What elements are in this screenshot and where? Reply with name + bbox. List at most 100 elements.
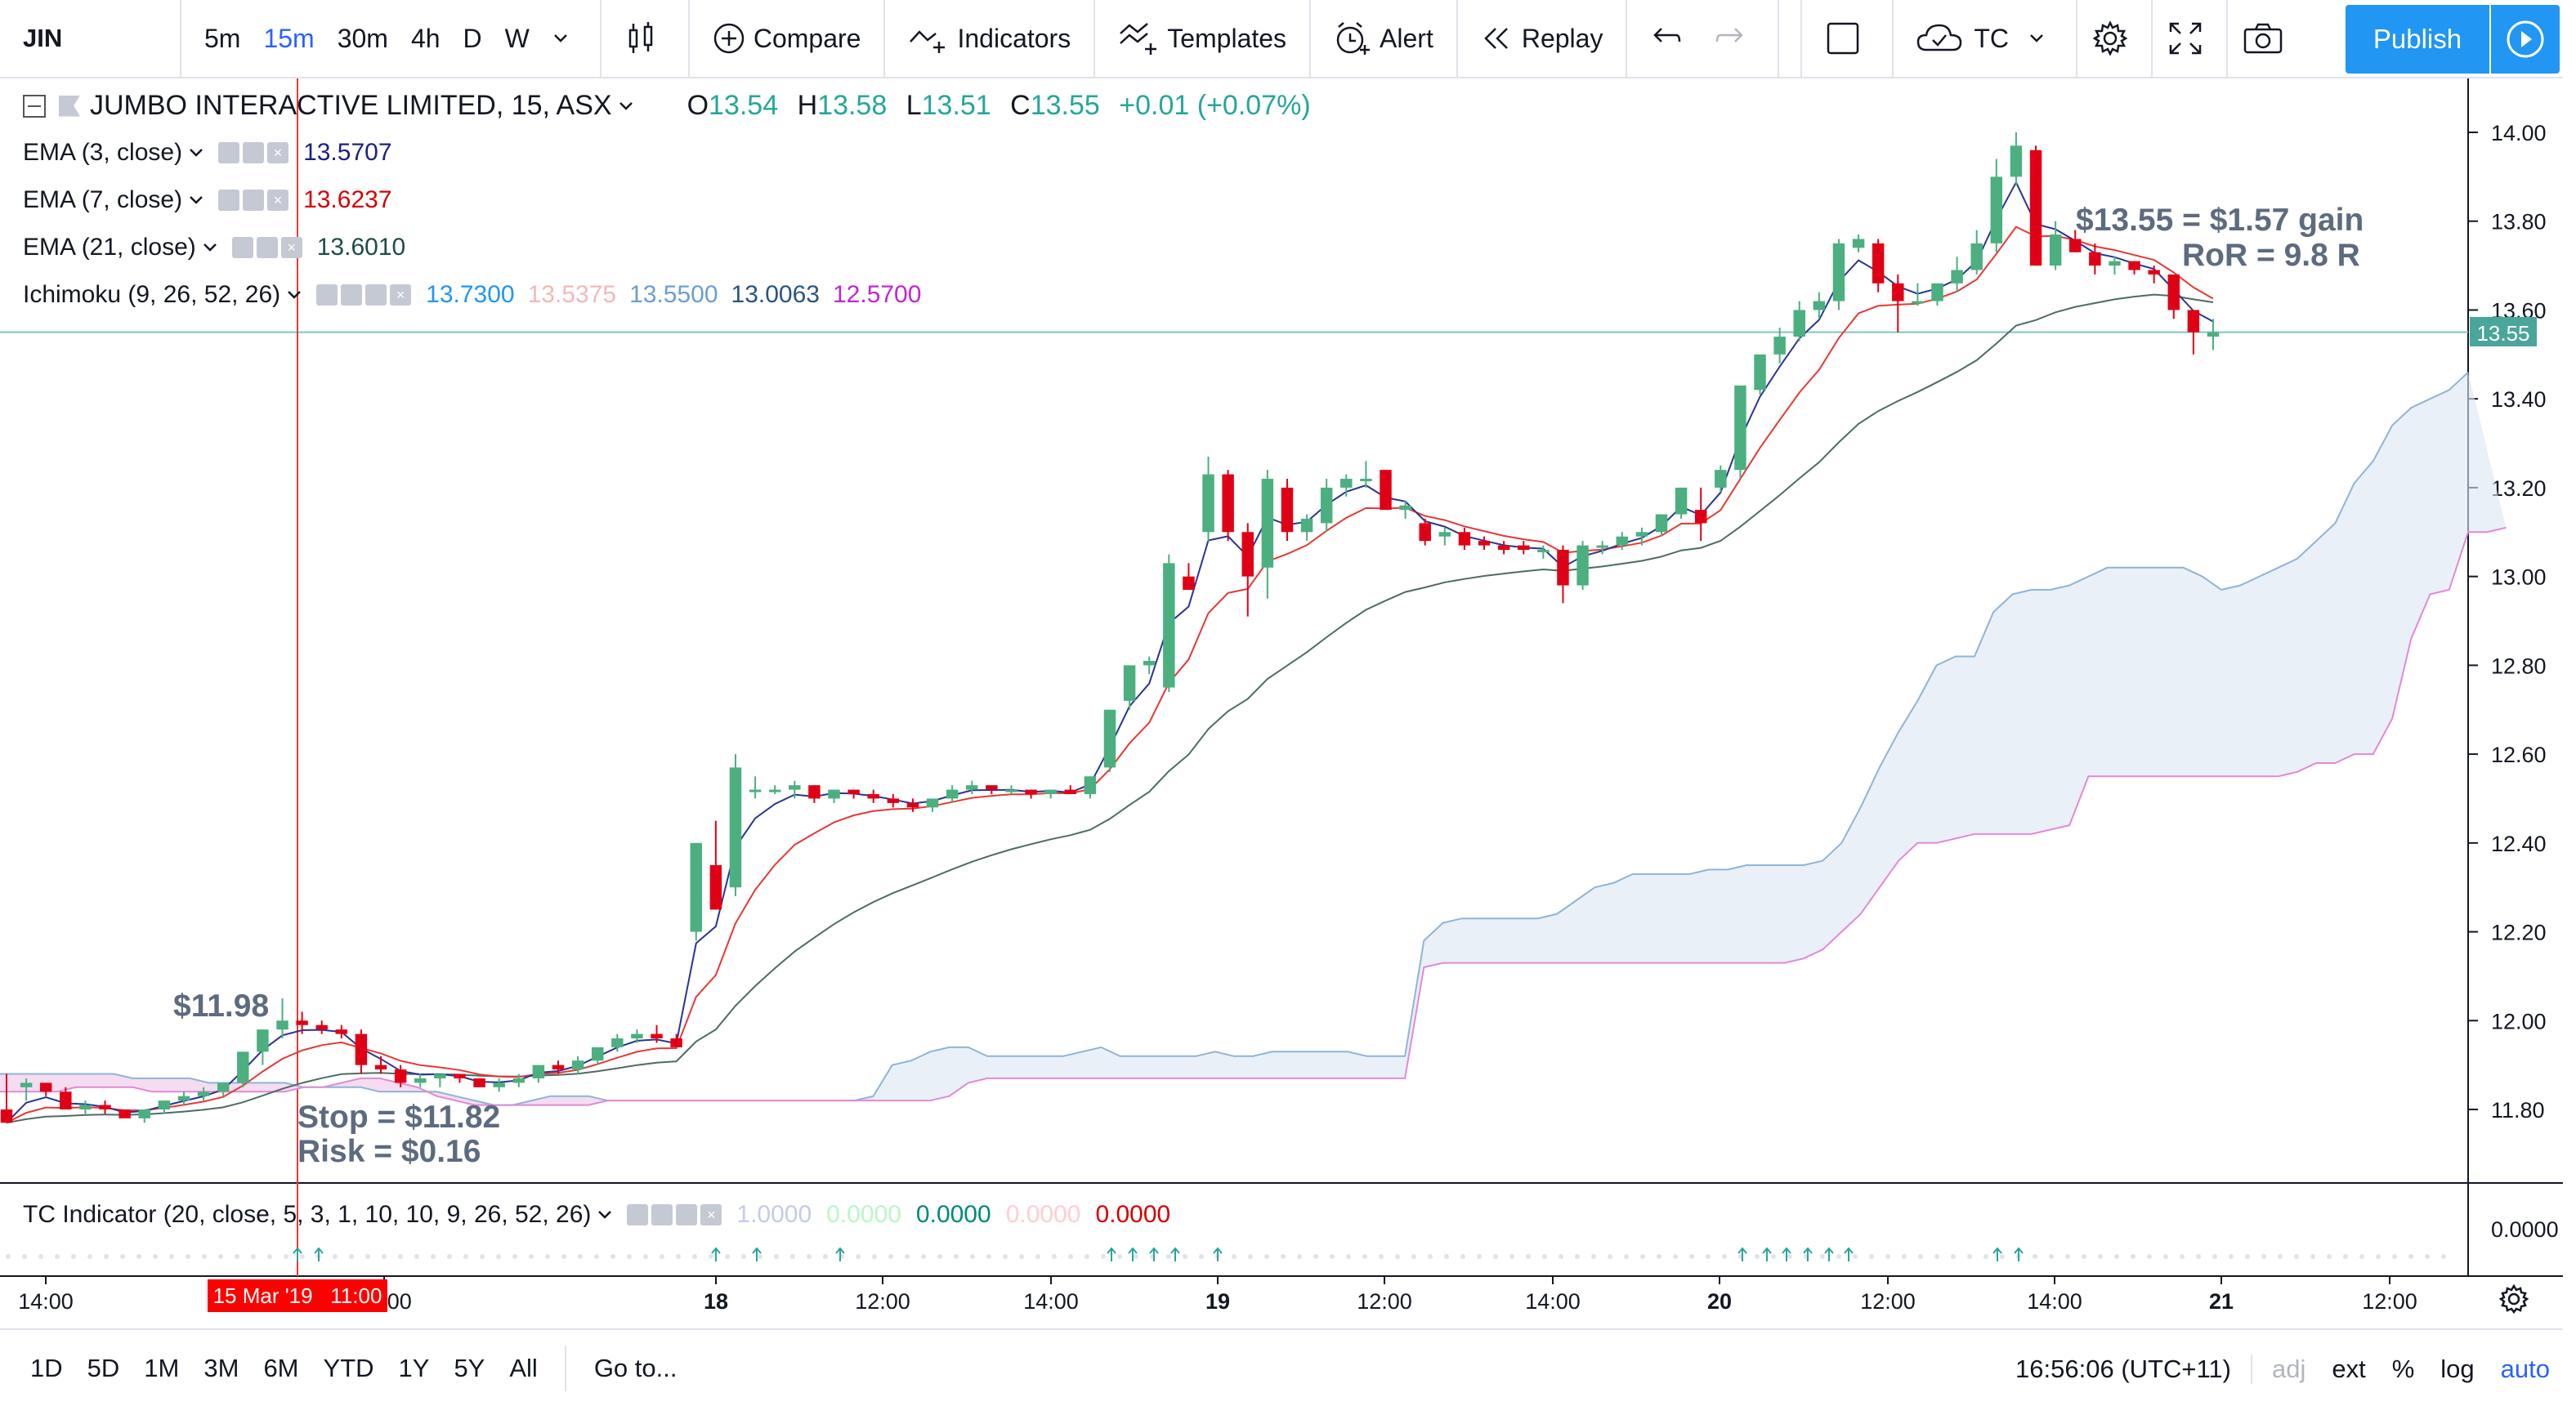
- ror-annotation[interactable]: RoR = 9.8 R: [2182, 238, 2360, 273]
- signal-dot: [1166, 1254, 1171, 1259]
- layout-button[interactable]: TC: [1905, 10, 2064, 67]
- signal-dot: [545, 1254, 550, 1259]
- interval-w-button[interactable]: W: [504, 23, 530, 53]
- signal-dot: [872, 1254, 877, 1259]
- tc-indicator-controls[interactable]: ×: [627, 1204, 725, 1225]
- interval-d-button[interactable]: D: [463, 23, 482, 53]
- percent-toggle[interactable]: %: [2391, 1355, 2415, 1383]
- ema-21-line: [6, 293, 2214, 1124]
- gear-icon[interactable]: [2081, 10, 2148, 67]
- fullscreen-square-icon[interactable]: [1813, 10, 1881, 67]
- publish-video-button[interactable]: [2491, 5, 2560, 74]
- publish-button[interactable]: Publish: [2346, 5, 2489, 74]
- signal-dot: [1493, 1254, 1498, 1259]
- range-1d-button[interactable]: 1D: [30, 1354, 63, 1382]
- candle-body: [1064, 789, 1077, 795]
- study-legend-row: EMA (3, close) × 13.5707: [23, 139, 405, 167]
- undo-redo-group: [1627, 0, 1780, 78]
- time-tick-label: 14:00: [1525, 1289, 1581, 1314]
- study-controls[interactable]: ×: [316, 284, 414, 306]
- rewind-icon: [1484, 28, 1508, 49]
- range-3m-button[interactable]: 3M: [203, 1354, 239, 1382]
- study-controls[interactable]: ×: [218, 142, 292, 163]
- study-title[interactable]: EMA (21, close): [23, 234, 196, 261]
- compare-button[interactable]: Compare: [701, 10, 873, 67]
- range-5d-button[interactable]: 5D: [87, 1354, 120, 1382]
- buy-signal-arrow: [2014, 1247, 2024, 1261]
- signal-dot: [1591, 1254, 1596, 1259]
- senkou-span-b-line: [0, 526, 2507, 1106]
- risk-annotation[interactable]: Risk = $0.16: [297, 1134, 481, 1169]
- candle-body: [1734, 385, 1746, 471]
- redo-icon[interactable]: [1702, 10, 1766, 67]
- auto-toggle[interactable]: auto: [2500, 1355, 2550, 1383]
- camera-icon[interactable]: [2231, 10, 2303, 67]
- chevron-down-icon[interactable]: [596, 1208, 614, 1221]
- range-1y-button[interactable]: 1Y: [398, 1354, 430, 1382]
- study-title[interactable]: Ichimoku (9, 26, 52, 26): [23, 281, 281, 308]
- tc-indicator-title[interactable]: TC Indicator (20, close, 5, 3, 1, 10, 10…: [23, 1201, 592, 1228]
- log-toggle[interactable]: log: [2440, 1355, 2475, 1383]
- chevron-down-icon[interactable]: [285, 288, 303, 301]
- study-title[interactable]: EMA (3, close): [23, 139, 183, 166]
- flag-icon[interactable]: [59, 95, 80, 117]
- study-controls[interactable]: ×: [231, 237, 306, 258]
- chart-settings-gear-icon[interactable]: [2498, 1283, 2529, 1315]
- symbol-search-button[interactable]: JIN: [0, 0, 181, 78]
- chevron-down-icon[interactable]: [201, 241, 219, 254]
- interval-15m-button[interactable]: 15m: [263, 23, 315, 53]
- candle-body: [20, 1082, 33, 1087]
- indicators-button[interactable]: Indicators: [897, 10, 1082, 67]
- series-title[interactable]: JUMBO INTERACTIVE LIMITED, 15, ASX: [90, 90, 612, 121]
- candle-body: [2010, 145, 2023, 177]
- signal-dot: [2049, 1254, 2054, 1259]
- signal-dot: [1559, 1254, 1563, 1259]
- collapse-legend-icon[interactable]: [23, 94, 46, 118]
- signal-dot: [2196, 1254, 2201, 1259]
- study-controls[interactable]: ×: [218, 190, 292, 211]
- entry-annotation[interactable]: $11.98: [173, 989, 269, 1024]
- adj-toggle[interactable]: adj: [2271, 1355, 2306, 1383]
- templates-group: Templates: [1095, 0, 1312, 78]
- gain-annotation[interactable]: $13.55 = $1.57 gain: [2076, 203, 2364, 238]
- clock-timezone[interactable]: 16:56:06 (UTC+11): [2002, 1355, 2252, 1384]
- snapshot-group: [2228, 0, 2306, 78]
- goto-button[interactable]: Go to...: [593, 1354, 678, 1382]
- replay-button[interactable]: Replay: [1469, 10, 1615, 67]
- undo-icon[interactable]: [1639, 10, 1702, 67]
- chevron-down-icon[interactable]: [187, 146, 205, 159]
- ext-toggle[interactable]: ext: [2332, 1355, 2366, 1383]
- candles-style-icon[interactable]: [613, 10, 677, 67]
- signal-dot: [725, 1254, 730, 1259]
- signal-dot: [2425, 1254, 2430, 1259]
- signal-dot: [970, 1254, 975, 1259]
- alert-button[interactable]: Alert: [1322, 10, 1445, 67]
- tc-indicator-values: 1.0000 0.0000 0.0000 0.0000 0.0000: [736, 1201, 1185, 1229]
- compare-label: Compare: [753, 23, 861, 53]
- study-title[interactable]: EMA (7, close): [23, 186, 183, 213]
- stop-annotation[interactable]: Stop = $11.82: [297, 1100, 500, 1135]
- interval-4h-button[interactable]: 4h: [410, 23, 441, 53]
- range-all-button[interactable]: All: [509, 1354, 538, 1382]
- signal-dot: [1199, 1254, 1204, 1259]
- price-change: +0.01 (+0.07%): [1119, 90, 1311, 121]
- signal-dot: [2114, 1254, 2119, 1259]
- price-chart[interactable]: 14.0013.8013.6013.4013.2013.0012.8012.60…: [0, 78, 2563, 1328]
- range-5y-button[interactable]: 5Y: [454, 1354, 485, 1382]
- expand-icon[interactable]: [2156, 10, 2223, 67]
- interval-5m-button[interactable]: 5m: [204, 23, 241, 53]
- templates-button[interactable]: Templates: [1107, 10, 1298, 67]
- chevron-down-icon[interactable]: [617, 100, 635, 113]
- signal-dot: [888, 1254, 893, 1259]
- range-ytd-button[interactable]: YTD: [323, 1354, 374, 1382]
- chevron-down-icon[interactable]: [187, 194, 205, 207]
- signal-dot: [2065, 1254, 2070, 1259]
- signal-dot: [741, 1254, 746, 1259]
- interval-dropdown-chevron-icon[interactable]: [541, 10, 588, 67]
- candle-body: [709, 865, 722, 910]
- candle-body: [1103, 709, 1116, 768]
- range-1m-button[interactable]: 1M: [144, 1354, 180, 1382]
- interval-30m-button[interactable]: 30m: [337, 23, 388, 53]
- range-6m-button[interactable]: 6M: [263, 1354, 299, 1382]
- signal-dot: [594, 1254, 599, 1259]
